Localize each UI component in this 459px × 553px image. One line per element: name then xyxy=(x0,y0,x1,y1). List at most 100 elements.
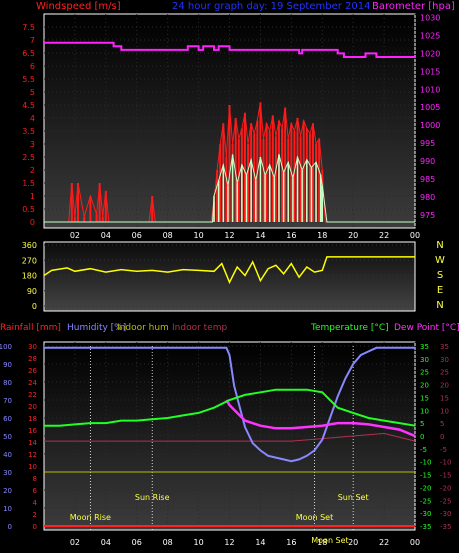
barometer-tick-label: 980 xyxy=(420,193,435,202)
humidity-tick-label: 10 xyxy=(3,505,12,513)
rain-tick-label: 18 xyxy=(28,415,37,423)
rain-tick-label: 0 xyxy=(33,523,37,531)
compass-label: N xyxy=(436,300,443,311)
indoor-temp-tick-label: 20 xyxy=(440,382,449,390)
wind-barometer-panel: 00.511.522.533.544.555.566.577.5 9759809… xyxy=(22,1,455,240)
dew-point-line xyxy=(225,399,416,438)
barometer-tick-label: 975 xyxy=(420,211,435,220)
wind-x-tick-label: 02 xyxy=(70,231,80,240)
indoor-temp-line xyxy=(44,432,416,442)
temp-x-tick-label: 14 xyxy=(255,538,265,547)
direction-degree-label: 360 xyxy=(22,241,37,250)
temp-x-tick-label: 08 xyxy=(163,538,173,547)
compass-label: W xyxy=(435,255,445,266)
temp-panel-label: Rainfall [mm] xyxy=(0,323,61,333)
annotation-label: Moon Rise xyxy=(70,513,111,522)
temp-panel-label: Humidity [%] xyxy=(67,323,126,333)
indoor-temp-tick-label: -5 xyxy=(440,446,447,454)
temp-panel-label: Indoor temp xyxy=(172,323,227,333)
temperature-tick-label: 35 xyxy=(420,343,429,351)
direction-series xyxy=(43,256,415,285)
direction-degree-label: 270 xyxy=(22,256,37,265)
compass-label: N xyxy=(436,240,443,251)
humidity-tick-label: 70 xyxy=(3,397,12,405)
rain-tick-label: 10 xyxy=(28,463,37,471)
windspeed-tick-label: 1 xyxy=(30,192,35,201)
indoor-temp-tick-label: 15 xyxy=(440,394,449,402)
windspeed-tick-label: 0.5 xyxy=(22,205,35,214)
wind-direction-line xyxy=(43,256,415,285)
windspeed-axis-title: Windspeed [m/s] xyxy=(36,1,121,12)
temperature-tick-label: -30 xyxy=(420,510,431,518)
rain-tick-label: 14 xyxy=(28,439,37,447)
temp-axis-tick-labels: 0102030405060708090100024681012141618202… xyxy=(0,343,451,531)
temperature-tick-label: 5 xyxy=(420,420,424,428)
indoor-temp-tick-label: 10 xyxy=(440,407,449,415)
barometer-tick-labels: 975 980 985 990 995 1000 1005 1010 1015 1020 1025 1… xyxy=(420,14,440,220)
humidity-tick-label: 90 xyxy=(3,361,12,369)
temperature-tick-label: -25 xyxy=(420,497,431,505)
temp-grid xyxy=(44,342,416,530)
indoor-temp-tick-label: -15 xyxy=(440,472,451,480)
temperature-tick-label: -5 xyxy=(420,446,427,454)
humidity-tick-label: 40 xyxy=(3,451,12,459)
windspeed-tick-label: 4 xyxy=(30,114,35,123)
windspeed-tick-label: 6 xyxy=(30,62,35,71)
temperature-tick-label: 10 xyxy=(420,407,429,415)
wind-x-tick-label: 20 xyxy=(348,231,358,240)
wind-x-tick-label: 08 xyxy=(163,231,173,240)
barometer-tick-label: 985 xyxy=(420,175,435,184)
barometer-tick-label: 1025 xyxy=(420,32,440,41)
windspeed-tick-label: 3.5 xyxy=(22,127,35,136)
indoor-temp-tick-label: 35 xyxy=(440,343,449,351)
indoor-temp-tick-label: -20 xyxy=(440,484,451,492)
indoor-temp-tick-label: 30 xyxy=(440,356,449,364)
barometer-tick-label: 990 xyxy=(420,157,435,166)
wind-x-tick-label: 10 xyxy=(193,231,203,240)
temp-humidity-panel: 0102030405060708090100024681012141618202… xyxy=(0,323,459,547)
windspeed-tick-label: 6.5 xyxy=(22,49,35,58)
rain-tick-label: 16 xyxy=(28,427,37,435)
barometer-tick-label: 1020 xyxy=(420,49,440,58)
temperature-tick-label: 0 xyxy=(420,433,424,441)
temp-x-tick-label: 06 xyxy=(132,538,142,547)
temp-x-tick-label: 20 xyxy=(348,538,358,547)
rain-tick-label: 30 xyxy=(28,343,37,351)
windspeed-tick-label: 7.5 xyxy=(22,23,35,32)
sun-moon-annotations: Moon Rise Sun Rise Moon Set Sun Set Moon Set xyxy=(70,346,369,545)
wind-x-tick-label: 12 xyxy=(224,231,234,240)
temp-x-tick-label: 04 xyxy=(101,538,111,547)
direction-degree-labels: 0 90 180 270 360 xyxy=(22,241,37,311)
humidity-tick-label: 30 xyxy=(3,469,12,477)
temperature-tick-label: 15 xyxy=(420,394,429,402)
windspeed-tick-label: 3 xyxy=(30,140,35,149)
windspeed-tick-label: 1.5 xyxy=(22,179,35,188)
wind-x-tick-label: 22 xyxy=(379,231,389,240)
wind-series xyxy=(44,41,415,223)
wind-x-tick-label: 14 xyxy=(255,231,265,240)
humidity-tick-label: 60 xyxy=(3,415,12,423)
windspeed-tick-label: 2 xyxy=(30,166,35,175)
temp-x-tick-label: 00 xyxy=(410,538,420,547)
humidity-tick-label: 80 xyxy=(3,379,12,387)
temp-x-tick-labels: 02 04 06 08 10 12 14 16 18 20 22 00 xyxy=(70,538,420,547)
rain-tick-label: 4 xyxy=(33,499,38,507)
windspeed-tick-label: 0 xyxy=(30,218,35,227)
temp-panel-label: Indoor hum xyxy=(117,323,169,333)
annotation-label: Sun Rise xyxy=(135,493,170,502)
temperature-tick-label: 20 xyxy=(420,382,429,390)
rain-tick-label: 8 xyxy=(33,475,37,483)
wind-x-tick-label: 18 xyxy=(317,231,327,240)
indoor-temp-tick-label: -30 xyxy=(440,510,451,518)
gust-line xyxy=(44,154,415,223)
indoor-temp-tick-label: -25 xyxy=(440,497,451,505)
annotation-label: Sun Set xyxy=(338,493,369,502)
indoor-temp-tick-label: -35 xyxy=(440,523,451,531)
rain-tick-label: 12 xyxy=(28,451,37,459)
barometer-tick-label: 1000 xyxy=(420,121,440,130)
windspeed-tick-label: 5 xyxy=(30,88,35,97)
barometer-tick-label: 1030 xyxy=(420,14,440,23)
